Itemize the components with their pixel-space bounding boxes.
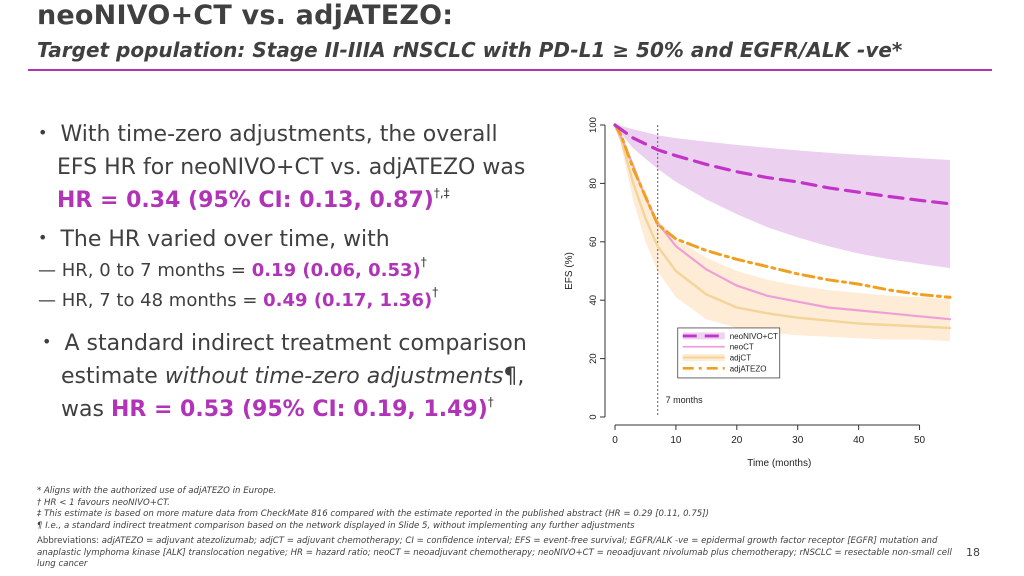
axes: 0 20 40 60 80 100 0 10 20 30 40 50 Time (months) EFS … bbox=[564, 117, 926, 469]
legend-band-swatch bbox=[682, 332, 725, 340]
y-axis-label: EFS (%) bbox=[564, 252, 575, 290]
y-tick-label: 80 bbox=[588, 178, 599, 189]
legend-label-neoct: neoCT bbox=[730, 343, 754, 352]
dash-marker: — bbox=[38, 290, 56, 311]
series-line-adjatezo bbox=[613, 123, 952, 299]
bullet-dot: • bbox=[42, 332, 52, 351]
bullet-3-line-2-italic: without time-zero adjustments bbox=[164, 364, 504, 389]
bullet-2-sub-2: — HR, 7 to 48 months = 0.49 (0.17, 1.36)… bbox=[38, 285, 439, 315]
series-line-adjct bbox=[613, 123, 952, 330]
bullet-2-line-1: The HR varied over time, with bbox=[60, 227, 390, 252]
seven-month-label: 7 months bbox=[666, 395, 704, 405]
page-subtitle: Target population: Stage II-IIIA rNSCLC … bbox=[37, 38, 903, 62]
series-line-neonivo-ct bbox=[613, 123, 952, 206]
bullet-3-line-2: estimate without time-zero adjustments¶, bbox=[61, 360, 524, 393]
y-tick-label: 40 bbox=[588, 295, 599, 306]
bullet-3-line-3-plain: was bbox=[61, 397, 111, 422]
bullet-dot: • bbox=[38, 228, 48, 247]
footnotes: * Aligns with the authorized use of adjA… bbox=[37, 486, 957, 532]
sub-2-footnote-mark: † bbox=[432, 285, 439, 299]
x-tick-label: 20 bbox=[731, 435, 743, 446]
legend-label-neonivo-ct: neoNIVO+CT bbox=[730, 332, 778, 341]
bullet-2-sub-1: — HR, 0 to 7 months = 0.19 (0.06, 0.53)† bbox=[38, 255, 427, 285]
title-divider bbox=[28, 69, 992, 71]
y-tick-label: 0 bbox=[588, 414, 599, 419]
bullet-2: • The HR varied over time, with bbox=[38, 223, 390, 257]
y-tick-label: 100 bbox=[588, 117, 599, 133]
x-axis-label: Time (months) bbox=[747, 458, 811, 469]
abbreviations-text: adjATEZO = adjuvant atezolizumab; adjCT … bbox=[37, 536, 952, 569]
bullet-3-footnote-mark: † bbox=[487, 395, 494, 409]
y-tick-label: 60 bbox=[588, 237, 599, 248]
bullet-dot: • bbox=[38, 123, 48, 142]
series-lines bbox=[613, 123, 952, 330]
x-tick-label: 0 bbox=[612, 435, 618, 446]
sub-1-footnote-mark: † bbox=[420, 255, 427, 269]
bullet-1-hr: HR = 0.34 (95% CI: 0.13, 0.87)†,‡ bbox=[57, 184, 450, 220]
annotation-layer: 7 months bbox=[657, 125, 704, 417]
x-tick-label: 50 bbox=[914, 435, 926, 446]
efs-chart: 7 months 0 20 40 60 80 100 0 10 20 30 40 50 Time (mo… bbox=[564, 117, 952, 469]
sub-1-label: HR, 0 to 7 months = bbox=[61, 260, 252, 281]
abbreviations: Abbreviations: adjATEZO = adjuvant atezo… bbox=[37, 536, 955, 571]
bullet-3-line-2-plain: estimate bbox=[61, 364, 165, 389]
bullet-3-line-2-end: ¶, bbox=[503, 364, 525, 389]
legend-label-adjatezo: adjATEZO bbox=[730, 364, 767, 373]
bullet-1: • With time-zero adjustments, the overal… bbox=[38, 118, 498, 152]
legend-label-adjct: adjCT bbox=[730, 354, 751, 363]
footnote-2: † HR < 1 favours neoNIVO+CT. bbox=[37, 497, 170, 508]
bullet-3: • A standard indirect treatment comparis… bbox=[42, 327, 527, 361]
page-number: 18 bbox=[966, 546, 980, 559]
y-tick-label: 20 bbox=[588, 353, 599, 364]
sub-1-value: 0.19 (0.06, 0.53) bbox=[251, 260, 421, 281]
dash-marker: — bbox=[38, 260, 56, 281]
x-tick-label: 30 bbox=[792, 435, 804, 446]
abbreviations-label: Abbreviations: bbox=[37, 536, 99, 546]
bullet-1-line-1: With time-zero adjustments, the overall bbox=[60, 122, 498, 147]
x-tick-label: 10 bbox=[670, 435, 682, 446]
footnote-1: * Aligns with the authorized use of adjA… bbox=[37, 486, 277, 496]
footnote-4: ¶ I.e., a standard indirect treatment co… bbox=[37, 520, 635, 531]
bullet-3-line-3: was HR = 0.53 (95% CI: 0.19, 1.49)† bbox=[61, 393, 494, 429]
bullet-1-footnote-marks: †,‡ bbox=[433, 186, 450, 200]
sub-2-label: HR, 7 to 48 months = bbox=[61, 290, 264, 311]
bullet-3-line-1: A standard indirect treatment comparison bbox=[64, 331, 527, 356]
bullet-3-hr-value: HR = 0.53 (95% CI: 0.19, 1.49) bbox=[110, 397, 488, 422]
sub-2-value: 0.49 (0.17, 1.36) bbox=[263, 290, 433, 311]
x-tick-label: 40 bbox=[853, 435, 865, 446]
bullet-1-hr-value: HR = 0.34 (95% CI: 0.13, 0.87) bbox=[57, 188, 434, 213]
bullet-1-line-2: EFS HR for neoNIVO+CT vs. adjATEZO was bbox=[57, 155, 526, 180]
page-title: neoNIVO+CT vs. adjATEZO: bbox=[37, 0, 454, 31]
footnote-3: ‡ This estimate is based on more mature … bbox=[37, 509, 709, 519]
